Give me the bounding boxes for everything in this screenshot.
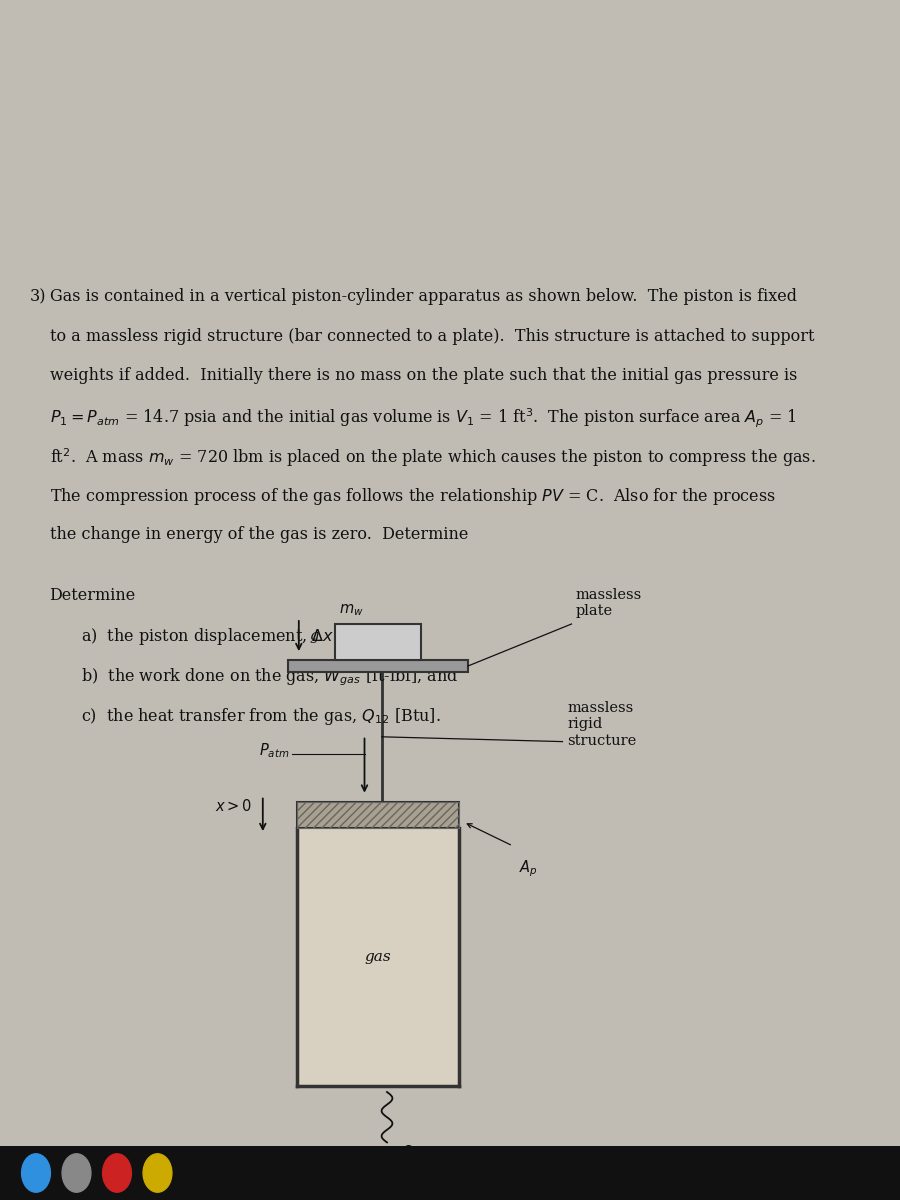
Circle shape xyxy=(103,1154,131,1193)
Circle shape xyxy=(143,1154,172,1193)
Text: $x > 0$: $x > 0$ xyxy=(214,798,252,814)
Text: The compression process of the gas follows the relationship $PV$ = C.  Also for : The compression process of the gas follo… xyxy=(50,486,776,506)
Text: Determine: Determine xyxy=(50,587,136,604)
Bar xyxy=(297,802,459,828)
Text: massless
rigid
structure: massless rigid structure xyxy=(567,701,636,748)
Text: ft$^2$.  A mass $m_w$ = 720 lbm is placed on the plate which causes the piston t: ft$^2$. A mass $m_w$ = 720 lbm is placed… xyxy=(50,446,815,469)
Circle shape xyxy=(62,1154,91,1193)
Text: $P_1 = P_{atm}$ = 14.7 psia and the initial gas volume is $V_1$ = 1 ft$^3$.  The: $P_1 = P_{atm}$ = 14.7 psia and the init… xyxy=(50,407,796,430)
Bar xyxy=(297,828,459,1086)
Bar xyxy=(0,1146,900,1200)
Text: c)  the heat transfer from the gas, $Q_{12}$ [Btu].: c) the heat transfer from the gas, $Q_{1… xyxy=(81,706,441,726)
Text: $Q_{12}$: $Q_{12}$ xyxy=(401,1144,427,1163)
Text: $A_p$: $A_p$ xyxy=(519,858,538,878)
Text: the change in energy of the gas is zero.  Determine: the change in energy of the gas is zero.… xyxy=(50,526,468,542)
Text: a)  the piston displacement, $\Delta x$ [ft],: a) the piston displacement, $\Delta x$ [… xyxy=(81,626,367,647)
Text: to a massless rigid structure (bar connected to a plate).  This structure is att: to a massless rigid structure (bar conne… xyxy=(50,328,814,344)
Bar xyxy=(288,660,468,672)
Text: b)  the work done on the gas, $W_{gas}$ [ft-lbf], and: b) the work done on the gas, $W_{gas}$ [… xyxy=(81,666,458,688)
Circle shape xyxy=(22,1154,50,1193)
Text: weights if added.  Initially there is no mass on the plate such that the initial: weights if added. Initially there is no … xyxy=(50,367,796,384)
Text: Gas is contained in a vertical piston-cylinder apparatus as shown below.  The pi: Gas is contained in a vertical piston-cy… xyxy=(50,288,796,305)
Text: massless
plate: massless plate xyxy=(576,588,643,618)
Text: $m_w$: $m_w$ xyxy=(339,602,364,618)
Text: gas: gas xyxy=(364,950,392,964)
Bar xyxy=(297,802,459,828)
Text: $P_{atm}$: $P_{atm}$ xyxy=(259,742,290,761)
Text: g: g xyxy=(310,629,319,643)
Text: 3): 3) xyxy=(30,288,46,305)
Bar xyxy=(335,624,421,660)
